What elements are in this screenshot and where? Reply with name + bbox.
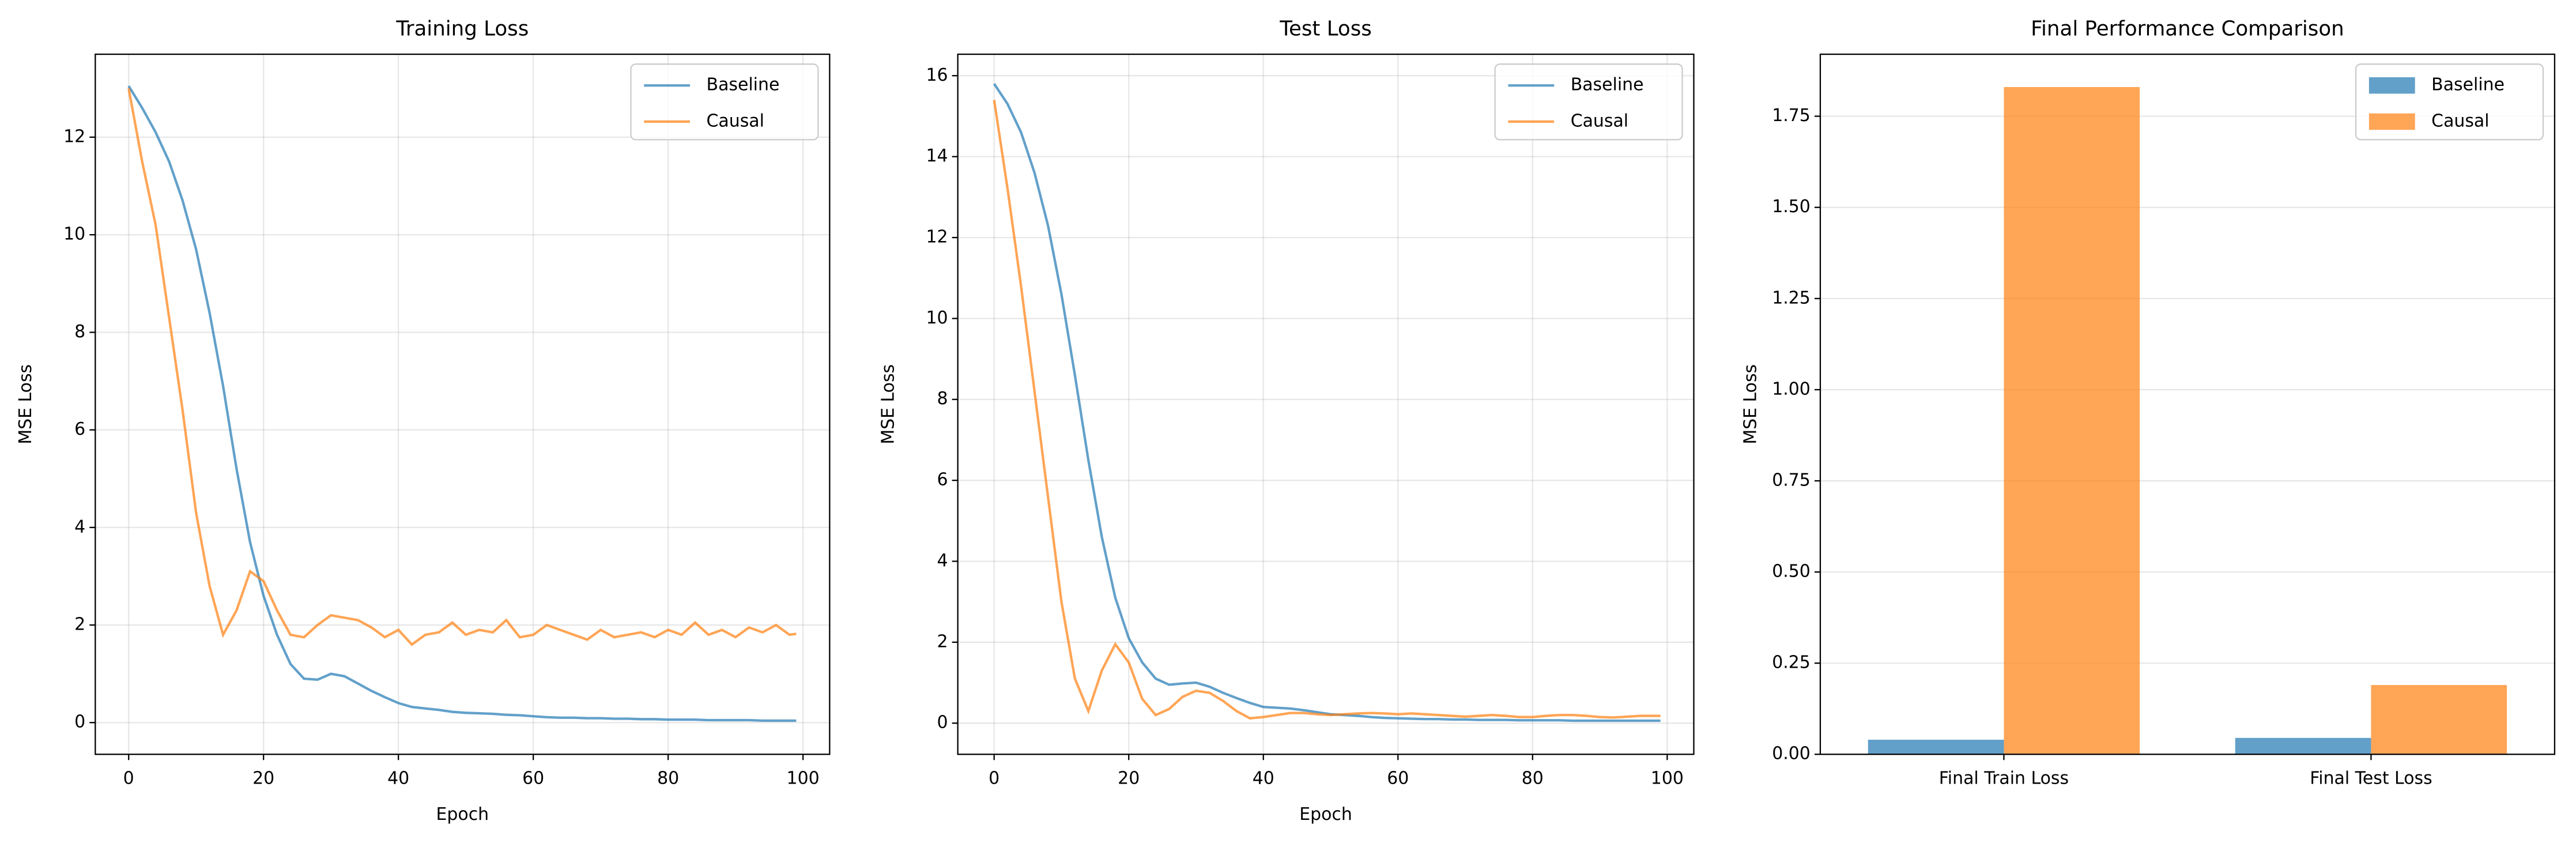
legend: Baseline Causal: [1494, 63, 1683, 141]
bar: [2004, 86, 2140, 755]
axes-frame: [957, 53, 1695, 755]
y-tick-label: 12: [926, 227, 948, 247]
y-tick-label: 14: [926, 146, 948, 166]
legend-label: Causal: [707, 111, 764, 131]
x-tick-label: 100: [787, 768, 820, 788]
line-series: [127, 88, 797, 646]
y-axis-label: MSE Loss: [1741, 364, 1761, 445]
y-tick-label: 8: [74, 322, 85, 342]
y-axis-label: MSE Loss: [878, 364, 898, 445]
line-series: [993, 100, 1661, 720]
x-tick-label: 20: [1118, 768, 1140, 788]
legend-label: Baseline: [707, 75, 780, 95]
y-tick-label: 6: [937, 470, 948, 490]
x-tick-label: Final Train Loss: [1939, 768, 2069, 788]
axes-frame: [1819, 53, 2556, 755]
y-tick-label: 0.50: [1772, 562, 1811, 582]
axes-frame: [95, 53, 831, 755]
y-tick-label: 8: [937, 389, 948, 409]
bar: [1868, 739, 2004, 755]
x-tick-label: 100: [1651, 768, 1684, 788]
x-tick-label: 40: [1253, 768, 1274, 788]
legend-label: Causal: [1571, 111, 1628, 131]
y-tick-label: 0.25: [1772, 653, 1811, 673]
y-tick-label: 4: [937, 551, 948, 571]
legend-label: Causal: [2431, 111, 2489, 131]
legend-swatch: [2368, 113, 2415, 130]
y-tick-label: 0: [74, 712, 85, 732]
x-tick-label: 60: [522, 768, 544, 788]
legend-label: Baseline: [1571, 75, 1644, 95]
y-tick-label: 0.75: [1772, 470, 1811, 490]
legend: Baseline Causal: [2355, 63, 2544, 141]
chart-title: Test Loss: [1279, 17, 1372, 40]
y-tick-label: 1.75: [1772, 106, 1811, 126]
y-tick-label: 1.25: [1772, 288, 1811, 308]
y-tick-label: 0: [937, 713, 948, 733]
x-tick-label: 0: [123, 768, 134, 788]
chart-title: Training Loss: [395, 17, 529, 40]
legend: Baseline Causal: [630, 63, 819, 141]
y-tick-label: 1.50: [1772, 197, 1811, 217]
y-tick-label: 16: [926, 65, 948, 85]
x-axis-label: Epoch: [1299, 804, 1352, 825]
x-tick-label: 0: [989, 768, 1000, 788]
y-tick-label: 4: [74, 517, 85, 537]
legend-label: Baseline: [2431, 75, 2505, 95]
x-tick-label: 80: [657, 768, 679, 788]
x-tick-label: 60: [1387, 768, 1409, 788]
y-tick-label: 0.00: [1772, 744, 1811, 764]
x-tick-label: 40: [387, 768, 409, 788]
line-series: [127, 85, 797, 722]
chart-title: Final Performance Comparison: [2031, 17, 2344, 40]
y-tick-label: 10: [926, 308, 948, 328]
x-axis-label: Epoch: [436, 804, 489, 825]
x-tick-label: 80: [1522, 768, 1544, 788]
bar: [2235, 737, 2371, 755]
y-tick-label: 2: [74, 615, 85, 635]
y-tick-label: 2: [937, 631, 948, 652]
y-tick-label: 6: [74, 419, 85, 439]
legend-swatch: [2368, 77, 2415, 94]
y-axis-label: MSE Loss: [16, 364, 36, 445]
bar: [2371, 685, 2507, 755]
y-tick-label: 1.00: [1772, 379, 1811, 399]
x-tick-label: 20: [252, 768, 274, 788]
y-tick-label: 12: [63, 126, 85, 146]
x-tick-label: Final Test Loss: [2310, 768, 2432, 788]
y-tick-label: 10: [63, 224, 85, 244]
line-series: [993, 83, 1661, 722]
